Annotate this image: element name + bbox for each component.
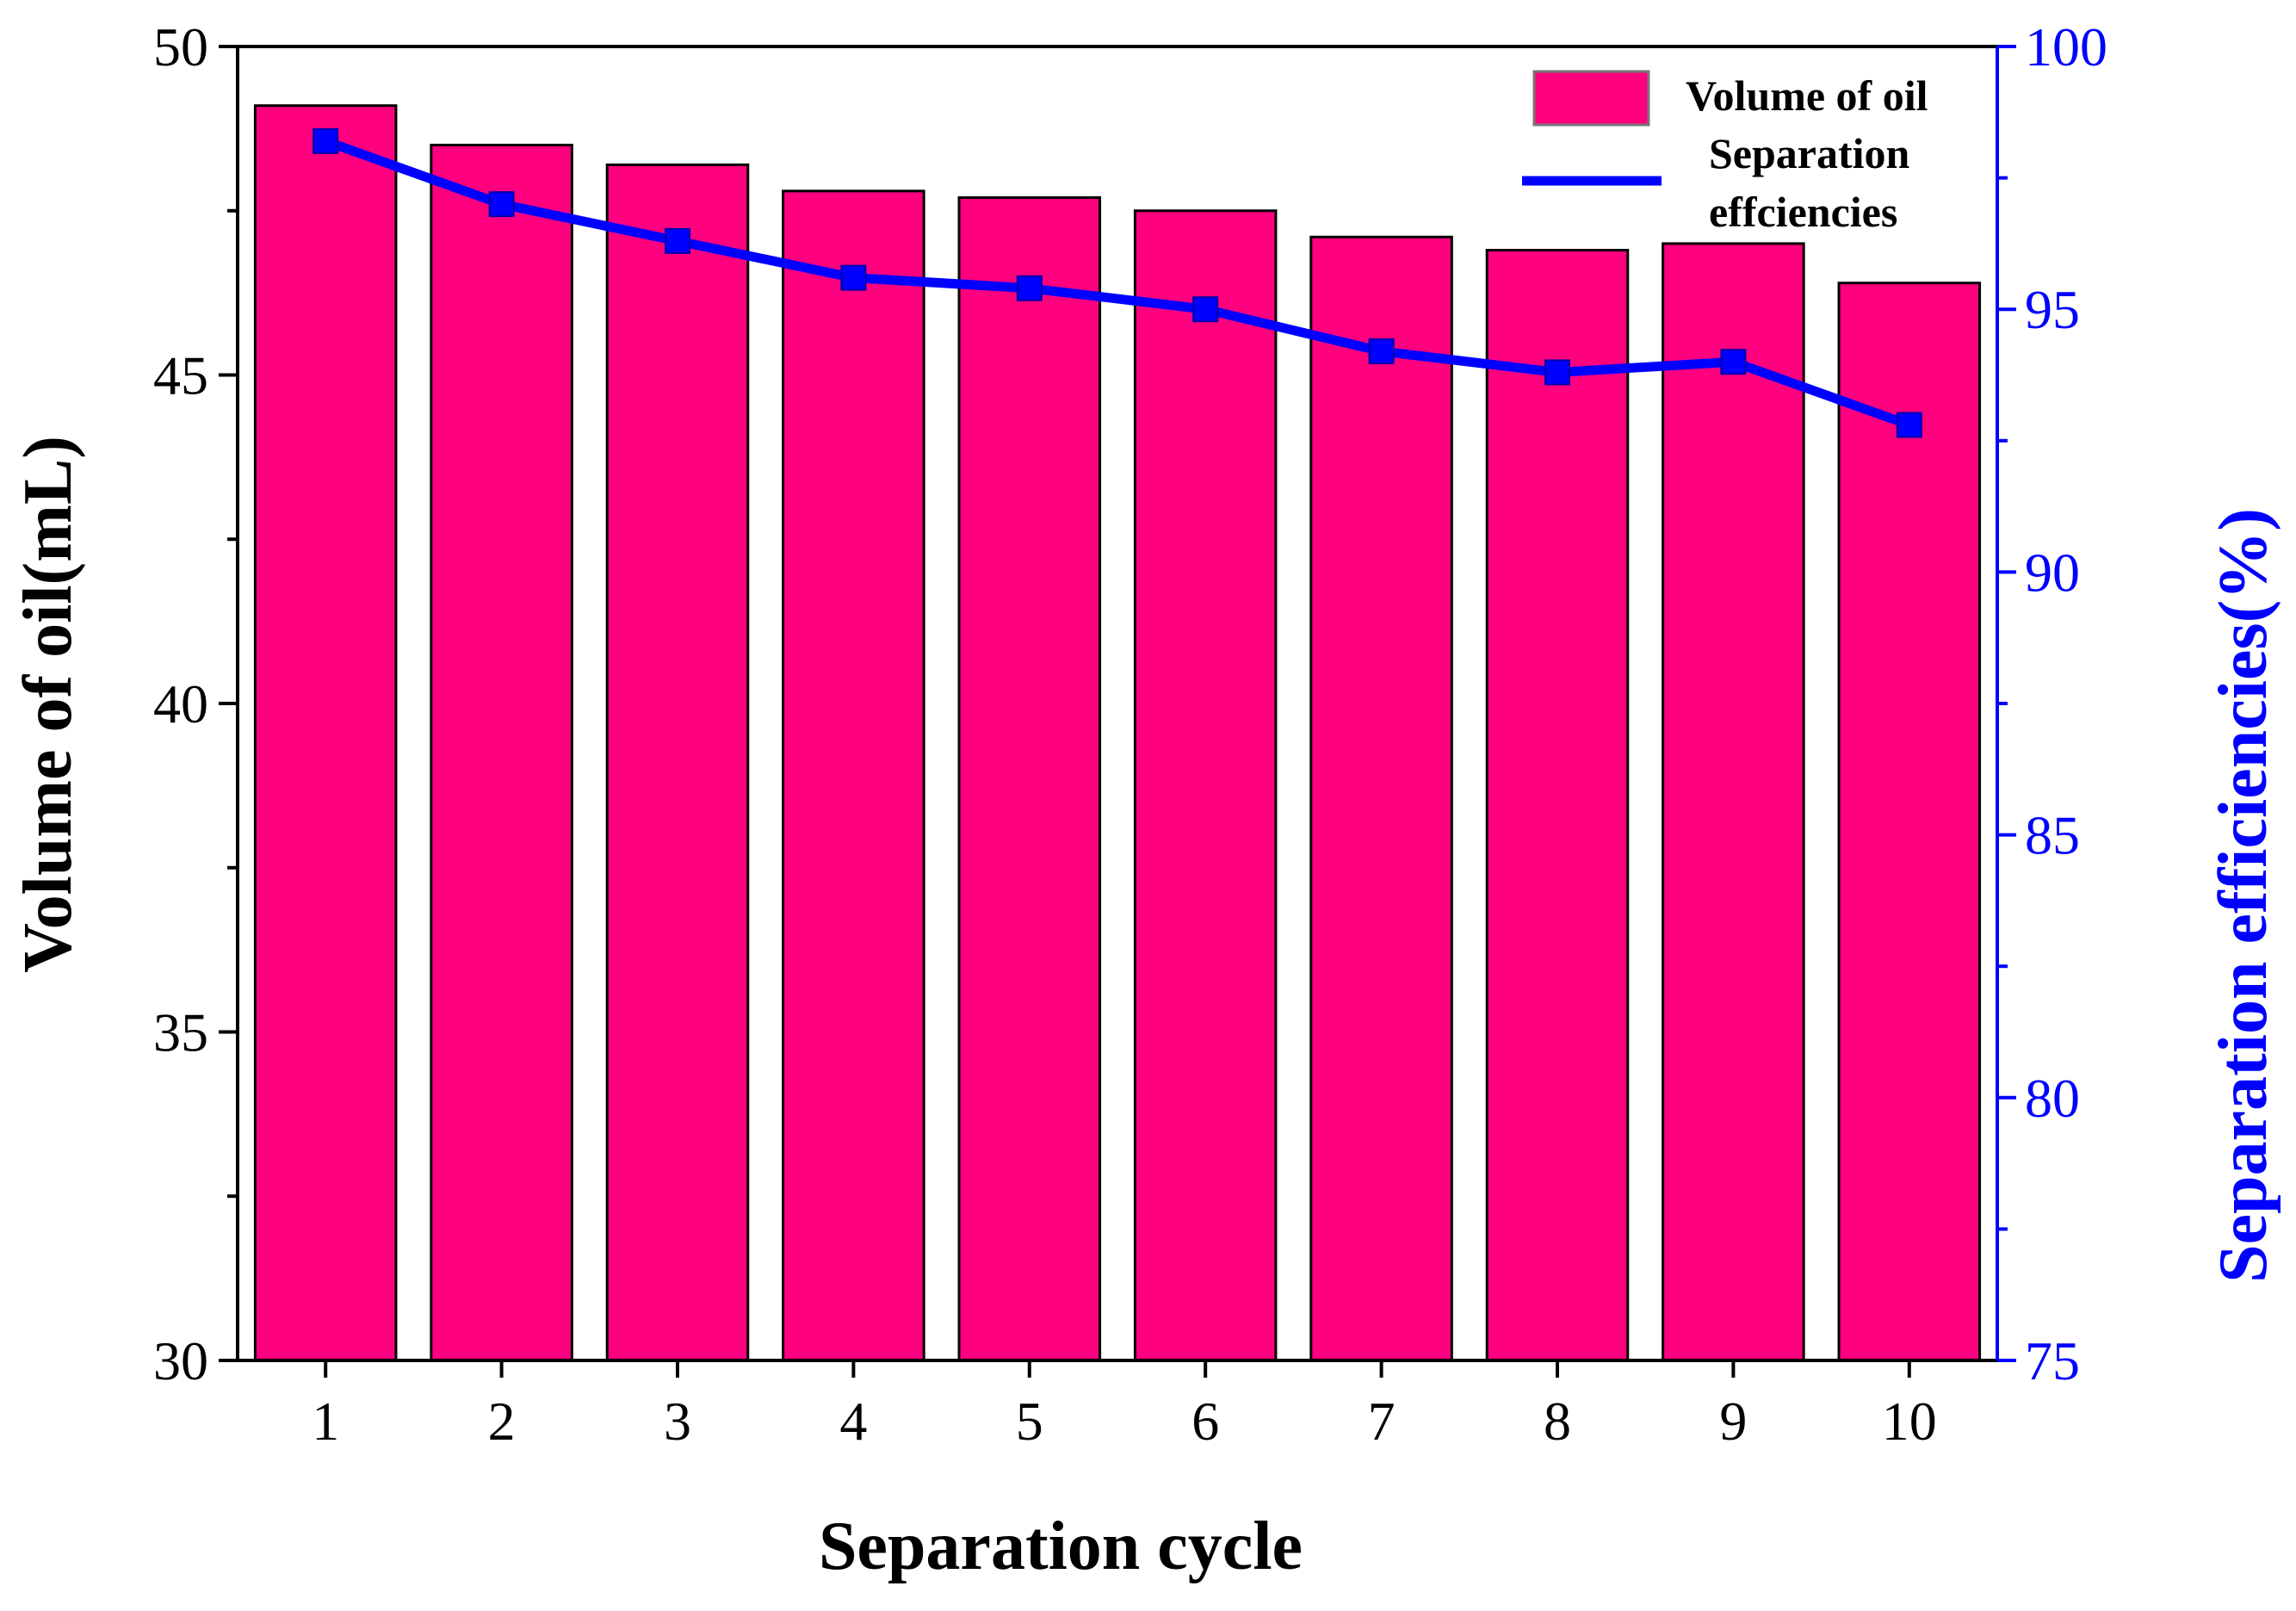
x-tick-label: 9 — [1719, 1391, 1747, 1452]
efficiency-point-6 — [1192, 296, 1219, 323]
y-tick-label: 35 — [153, 1002, 208, 1063]
bar-6 — [1133, 209, 1278, 1362]
legend-bar-label: Volume of oil — [1686, 71, 1928, 120]
efficiency-point-4 — [840, 264, 867, 291]
bar-1 — [253, 104, 398, 1362]
bar-10 — [1837, 282, 1982, 1362]
x-tick-label: 2 — [488, 1391, 516, 1452]
x-tick-label: 7 — [1368, 1391, 1396, 1452]
y-axis-title: Volume of oil(mL) — [10, 436, 86, 973]
efficiency-point-9 — [1720, 349, 1747, 375]
bar-2 — [430, 143, 573, 1362]
efficiency-point-1 — [313, 127, 339, 154]
efficiency-line — [324, 136, 1911, 430]
bar-5 — [957, 195, 1102, 1362]
x-axis-title: Separation cycle — [819, 1509, 1303, 1584]
bar-9 — [1662, 242, 1805, 1362]
bar-8 — [1485, 249, 1630, 1362]
efficiency-point-5 — [1016, 275, 1043, 301]
x-tick-label: 4 — [839, 1391, 867, 1452]
y2-tick-label: 75 — [2025, 1330, 2080, 1391]
x-tick-label: 6 — [1191, 1391, 1219, 1452]
y-tick-label: 40 — [153, 673, 208, 734]
y-tick-label: 50 — [153, 16, 208, 77]
y2-tick-label: 95 — [2025, 279, 2080, 340]
legend-line-label-cont: effciencies — [1709, 188, 1897, 236]
efficiency-point-2 — [488, 191, 515, 218]
y2-tick-label: 90 — [2025, 542, 2080, 603]
legend: Volume of oil Separation effciencies — [1522, 70, 1928, 236]
bars-layer — [253, 104, 1982, 1362]
legend-line-label: Separation — [1709, 129, 1910, 177]
bar-3 — [605, 163, 750, 1362]
efficiency-point-3 — [665, 227, 690, 254]
efficiency-point-7 — [1368, 338, 1395, 365]
y-tick-label: 30 — [153, 1330, 208, 1391]
x-tick-label: 10 — [1882, 1391, 1937, 1452]
x-tick-label: 8 — [1544, 1391, 1571, 1452]
legend-bar-swatch — [1532, 70, 1650, 127]
x-tick-label: 3 — [664, 1391, 691, 1452]
x-tick-label: 1 — [312, 1391, 339, 1452]
y2-tick-label: 100 — [2025, 16, 2107, 77]
y-tick-label: 45 — [153, 345, 208, 406]
y2-tick-label: 85 — [2025, 805, 2080, 866]
bar-4 — [782, 189, 925, 1362]
line-layer — [313, 127, 1922, 438]
x-tick-label: 5 — [1016, 1391, 1043, 1452]
bar-7 — [1309, 235, 1453, 1362]
y2-tick-label: 80 — [2025, 1068, 2080, 1129]
efficiency-point-10 — [1896, 412, 1922, 438]
efficiency-point-8 — [1544, 359, 1570, 386]
y2-axis-title: Separation efficiencies(%) — [2206, 508, 2281, 1283]
